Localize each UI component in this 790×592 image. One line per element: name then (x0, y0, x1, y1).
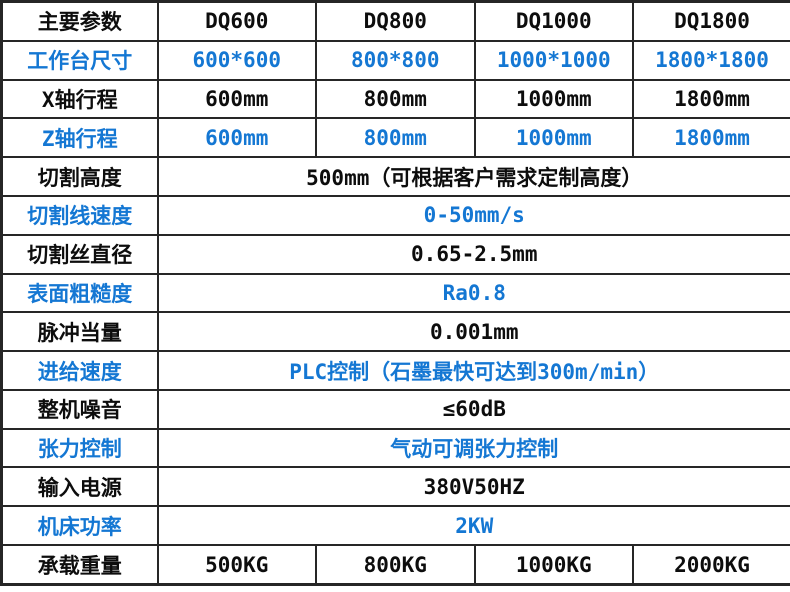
row-label: 机床功率 (0, 505, 159, 547)
cell-value: 600mm (156, 78, 317, 120)
row-label: 表面粗糙度 (0, 272, 159, 314)
cell-value: 500KG (156, 544, 317, 586)
row-label: 整机噪音 (0, 388, 159, 430)
cell-value: 1000KG (473, 544, 634, 586)
cell-value: ≤60dB (156, 388, 790, 430)
cell-value: 2000KG (632, 544, 790, 586)
cell-value: 0-50mm/s (156, 195, 790, 236)
row-label: 切割高度 (0, 156, 159, 198)
table-row: 承载重量 500KG 800KG 1000KG 2000KG (0, 544, 790, 586)
table-row: 脉冲当量 0.001mm (0, 311, 790, 353)
table-row: X轴行程 600mm 800mm 1000mm 1800mm (0, 78, 790, 120)
table-row: 表面粗糙度 Ra0.8 (0, 272, 790, 314)
cell-value: 1000*1000 (473, 39, 634, 81)
table-row: 张力控制 气动可调张力控制 (0, 427, 790, 469)
table-row: 整机噪音 ≤60dB (0, 388, 790, 430)
cell-value: 380V50HZ (156, 466, 790, 508)
row-label: 切割线速度 (0, 195, 159, 236)
row-label: 张力控制 (0, 427, 159, 469)
row-label: 主要参数 (0, 0, 159, 42)
cell-value: 0.65-2.5mm (156, 233, 790, 275)
cell-value: 1800*1800 (632, 39, 790, 81)
column-header: DQ600 (156, 0, 317, 42)
header-row: 主要参数 DQ600 DQ800 DQ1000 DQ1800 (0, 0, 790, 42)
cell-value: 800mm (315, 117, 476, 159)
row-label: 切割丝直径 (0, 233, 159, 275)
cell-value: 1800mm (632, 78, 790, 120)
row-label: 承载重量 (0, 544, 159, 586)
cell-value: 1800mm (632, 117, 790, 159)
cell-value: 2KW (156, 505, 790, 547)
cell-value: 600mm (156, 117, 317, 159)
row-label: 工作台尺寸 (0, 39, 159, 81)
cell-value: 气动可调张力控制 (156, 427, 790, 469)
column-header: DQ1800 (632, 0, 790, 42)
cell-value: 0.001mm (156, 311, 790, 353)
table-row: 输入电源 380V50HZ (0, 466, 790, 508)
cell-value: 1000mm (473, 78, 634, 120)
row-label: Z轴行程 (0, 117, 159, 159)
cell-value: PLC控制（石墨最快可达到300m/min） (156, 350, 790, 391)
cell-value: Ra0.8 (156, 272, 790, 314)
cell-value: 600*600 (156, 39, 317, 81)
table-row: 机床功率 2KW (0, 505, 790, 547)
column-header: DQ800 (315, 0, 476, 42)
row-label: 输入电源 (0, 466, 159, 508)
cell-value: 800KG (315, 544, 476, 586)
cell-value: 800*800 (315, 39, 476, 81)
row-label: X轴行程 (0, 78, 159, 120)
row-label: 脉冲当量 (0, 311, 159, 353)
row-label: 进给速度 (0, 350, 159, 391)
column-header: DQ1000 (473, 0, 634, 42)
cell-value: 1000mm (473, 117, 634, 159)
cell-value: 500mm（可根据客户需求定制高度） (156, 156, 790, 198)
table-row: 切割丝直径 0.65-2.5mm (0, 233, 790, 275)
table-row: 进给速度 PLC控制（石墨最快可达到300m/min） (0, 350, 790, 391)
table-row: 切割高度 500mm（可根据客户需求定制高度） (0, 156, 790, 198)
cell-value: 800mm (315, 78, 476, 120)
table-row: 切割线速度 0-50mm/s (0, 195, 790, 236)
table-row: 工作台尺寸 600*600 800*800 1000*1000 1800*1800 (0, 39, 790, 81)
table-row: Z轴行程 600mm 800mm 1000mm 1800mm (0, 117, 790, 159)
